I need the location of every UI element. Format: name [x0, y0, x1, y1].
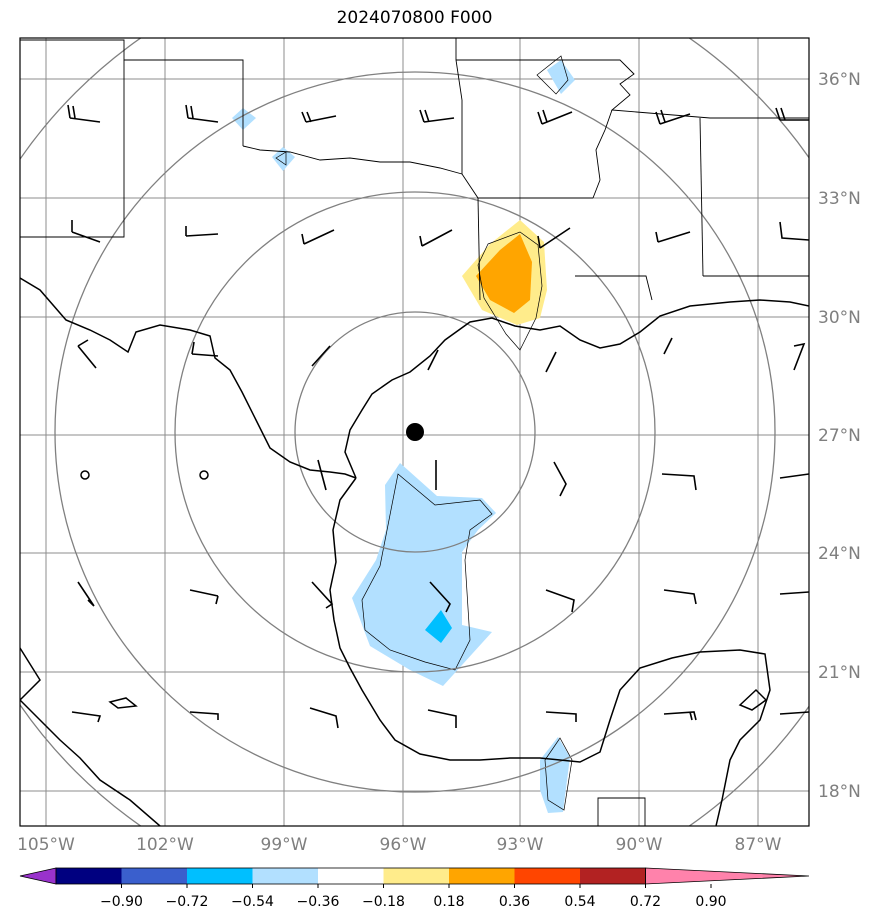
lat-label-27: 27°N — [818, 426, 861, 446]
lat-label-33: 33°N — [818, 189, 861, 209]
colorbar-extend-min — [19, 867, 57, 885]
coastline — [20, 277, 809, 826]
colorbar-tick-label: −0.72 — [166, 894, 209, 910]
lat-label-36: 36°N — [818, 70, 861, 90]
colorbar-segment — [383, 868, 450, 884]
colorbar-segment — [121, 868, 188, 884]
lat-label-21: 21°N — [818, 663, 861, 683]
lon-label-93: 93°W — [497, 835, 544, 855]
state-borders — [20, 38, 809, 826]
colorbar-segment — [514, 868, 581, 884]
colorbar-segment — [449, 868, 515, 884]
colorbar-tick-label: 0.72 — [630, 894, 661, 910]
lon-label-96: 96°W — [380, 835, 427, 855]
lon-label-99: 99°W — [261, 835, 308, 855]
storm-center-marker — [406, 423, 424, 441]
map-title: 2024070800 F000 — [336, 8, 493, 28]
lon-label-90: 90°W — [616, 835, 663, 855]
lat-label-30: 30°N — [818, 308, 861, 328]
colorbar: −0.90 −0.72 −0.54 −0.36 −0.18 0.18 0.36 0.54 0.7… — [19, 867, 810, 910]
colorbar-tick-label: −0.90 — [100, 894, 143, 910]
longitude-labels: 105°W 102°W 99°W 96°W 93°W 90°W 87°W — [17, 835, 782, 855]
map-frame — [19, 37, 810, 827]
colorbar-tick-label: 0.18 — [433, 894, 464, 910]
lon-label-87: 87°W — [735, 835, 782, 855]
colorbar-tick-label: 0.54 — [564, 894, 595, 910]
latitude-labels: 36°N 33°N 30°N 27°N 24°N 21°N 18°N — [818, 70, 861, 802]
colorbar-tick-label: −0.18 — [362, 894, 405, 910]
colorbar-segment — [318, 868, 384, 884]
lat-label-24: 24°N — [818, 544, 861, 564]
colorbar-tick-label: 0.36 — [499, 894, 530, 910]
colorbar-extend-max — [645, 867, 810, 885]
wind-barbs — [67, 104, 809, 729]
colorbar-tick-label: −0.54 — [231, 894, 274, 910]
colorbar-segment — [252, 868, 319, 884]
shaded-field-positive — [462, 220, 547, 325]
lon-label-105: 105°W — [17, 835, 75, 855]
colorbar-segment — [187, 868, 253, 884]
colorbar-segment — [56, 868, 122, 884]
contour-lines — [275, 55, 573, 811]
lon-label-102: 102°W — [136, 835, 194, 855]
shaded-field-negative — [232, 60, 575, 813]
colorbar-tick-label: 0.90 — [695, 894, 726, 910]
colorbar-tick-label: −0.36 — [297, 894, 340, 910]
colorbar-segment — [580, 868, 646, 884]
lat-label-18: 18°N — [818, 782, 861, 802]
